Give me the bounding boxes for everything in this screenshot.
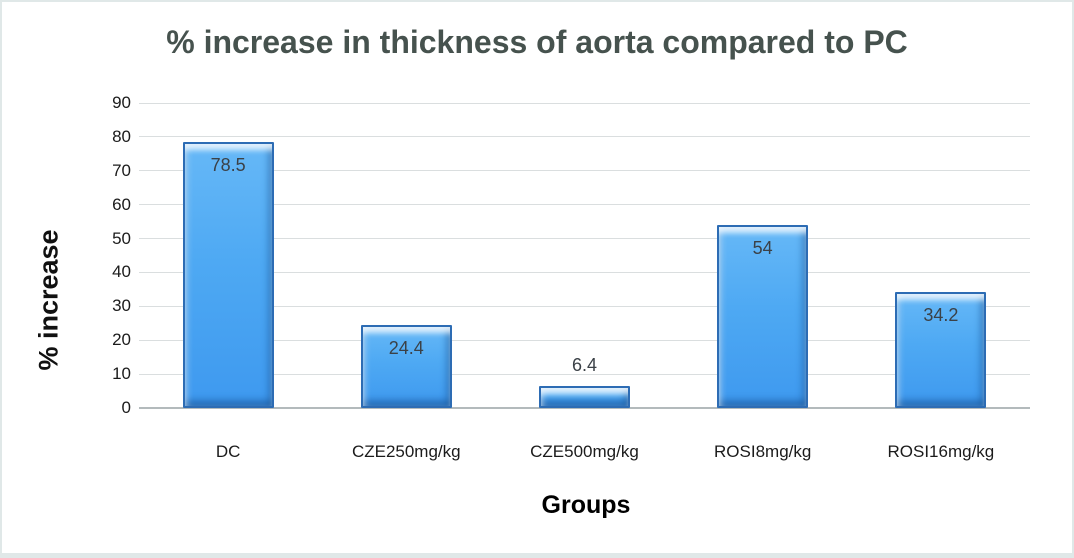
bar-value-label: 34.2 <box>923 305 959 326</box>
x-tick-label: CZE500mg/kg <box>530 442 639 461</box>
gridline <box>139 102 1030 104</box>
gridline <box>139 339 1030 341</box>
y-axis-title: % increase <box>33 229 64 371</box>
gridline <box>139 136 1030 138</box>
gridline <box>139 305 1030 307</box>
plot-area: 78.5 24.4 6.4 54 34.2 <box>139 102 1030 409</box>
y-tick-label: 0 <box>121 398 131 417</box>
gridline <box>139 373 1030 375</box>
gridline <box>139 238 1030 240</box>
gridline <box>139 204 1030 206</box>
y-tick-label: 30 <box>112 296 131 316</box>
bar-value-label: 54 <box>752 238 773 258</box>
x-axis-line <box>139 407 1030 409</box>
x-tick-label: CZE250mg/kg <box>351 442 461 461</box>
y-tick-label: 20 <box>112 330 131 350</box>
bar-value-label: 78.5 <box>210 154 246 175</box>
bar-value-label: 6.4 <box>571 355 597 376</box>
gridline <box>139 170 1030 172</box>
y-tick-label: 10 <box>112 364 131 384</box>
bar <box>539 386 630 408</box>
bar <box>717 225 809 408</box>
bar <box>182 141 274 408</box>
x-tick-label: ROSI8mg/kg <box>714 442 812 461</box>
bar <box>895 292 987 408</box>
gridline <box>139 271 1030 273</box>
y-tick-label: 50 <box>112 228 131 248</box>
y-tick-label: 40 <box>112 262 131 282</box>
x-axis-title: Groups <box>541 491 631 519</box>
bar <box>360 325 452 408</box>
chart-title: % increase in thickness of aorta compare… <box>166 24 908 60</box>
bar-value-label: 24.4 <box>388 338 424 359</box>
x-tick-label: ROSI16mg/kg <box>887 442 995 461</box>
y-tick-label: 70 <box>112 160 131 180</box>
y-tick-label: 90 <box>112 93 131 112</box>
y-tick-label: 80 <box>112 126 131 146</box>
x-tick-label: DC <box>215 442 241 461</box>
y-tick-label: 60 <box>112 194 131 214</box>
